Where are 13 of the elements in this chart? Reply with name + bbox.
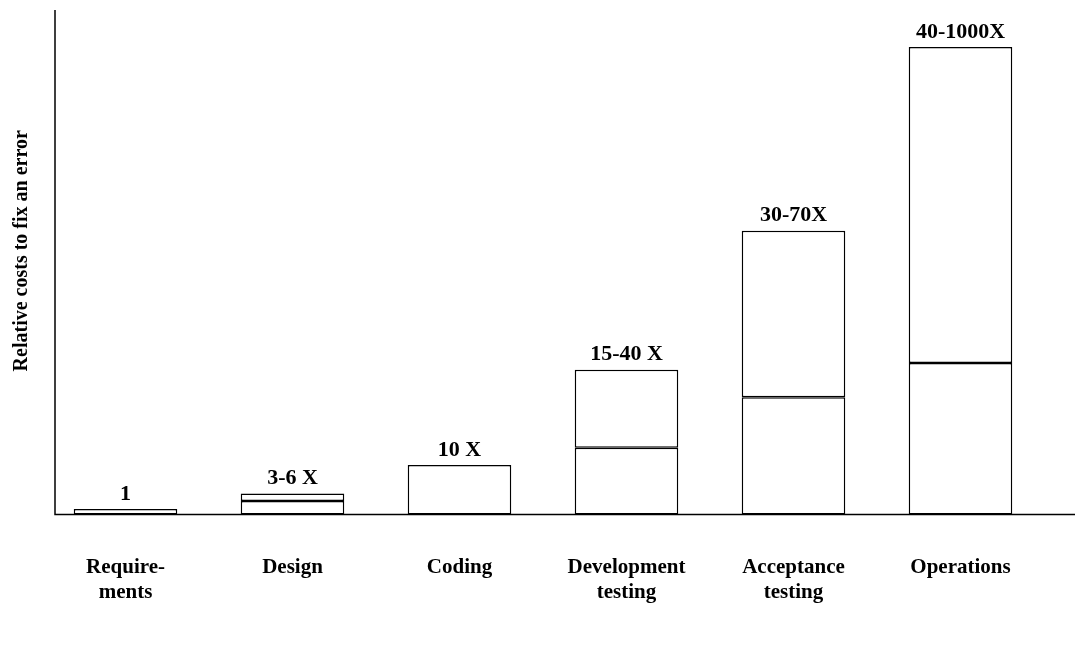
x-tick-label: Require- ments: [86, 553, 165, 603]
x-tick-label: Coding: [426, 553, 493, 578]
x-tick-label: Development testing: [567, 553, 686, 603]
x-tick-label: Operations: [910, 553, 1011, 578]
total-label: 1: [120, 479, 131, 505]
total-label: 10 X: [437, 435, 482, 461]
total-label: 40-1000X: [915, 17, 1006, 43]
y-axis-title: Relative costs to fix an error: [9, 130, 32, 372]
x-tick-label: Design: [262, 553, 324, 578]
x-tick-label: Acceptance testing: [742, 553, 845, 603]
total-label: 30-70X: [759, 201, 828, 227]
total-label: 3-6 X: [267, 464, 318, 490]
total-label: 15-40 X: [590, 340, 663, 366]
